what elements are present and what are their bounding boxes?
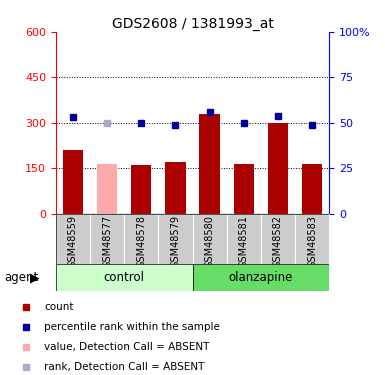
Text: value, Detection Call = ABSENT: value, Detection Call = ABSENT	[44, 342, 210, 352]
Text: count: count	[44, 302, 74, 312]
Bar	[268, 123, 288, 214]
Text: percentile rank within the sample: percentile rank within the sample	[44, 322, 220, 332]
Text: agent: agent	[4, 272, 38, 284]
Bar	[199, 114, 220, 214]
Bar	[124, 214, 158, 264]
Bar	[63, 150, 83, 214]
Text: control: control	[104, 272, 145, 284]
Text: GSM48577: GSM48577	[102, 215, 112, 268]
Bar	[56, 264, 192, 291]
Title: GDS2608 / 1381993_at: GDS2608 / 1381993_at	[112, 17, 273, 31]
Bar	[227, 214, 261, 264]
Text: GSM48578: GSM48578	[136, 215, 146, 268]
Bar	[302, 164, 322, 214]
Bar	[165, 162, 186, 214]
Bar	[97, 164, 117, 214]
Text: GSM48580: GSM48580	[204, 215, 214, 268]
Text: GSM48583: GSM48583	[307, 215, 317, 268]
Text: GSM48579: GSM48579	[171, 215, 181, 268]
Text: olanzapine: olanzapine	[229, 272, 293, 284]
Bar	[158, 214, 192, 264]
Bar	[192, 264, 329, 291]
Text: GSM48559: GSM48559	[68, 215, 78, 268]
Bar	[261, 214, 295, 264]
Bar	[56, 214, 90, 264]
Text: rank, Detection Call = ABSENT: rank, Detection Call = ABSENT	[44, 362, 205, 372]
Bar	[90, 214, 124, 264]
Text: GSM48581: GSM48581	[239, 215, 249, 268]
Bar	[192, 214, 227, 264]
Bar	[233, 164, 254, 214]
Bar	[295, 214, 329, 264]
Bar	[131, 165, 152, 214]
Text: ▶: ▶	[30, 272, 39, 284]
Text: GSM48582: GSM48582	[273, 215, 283, 268]
